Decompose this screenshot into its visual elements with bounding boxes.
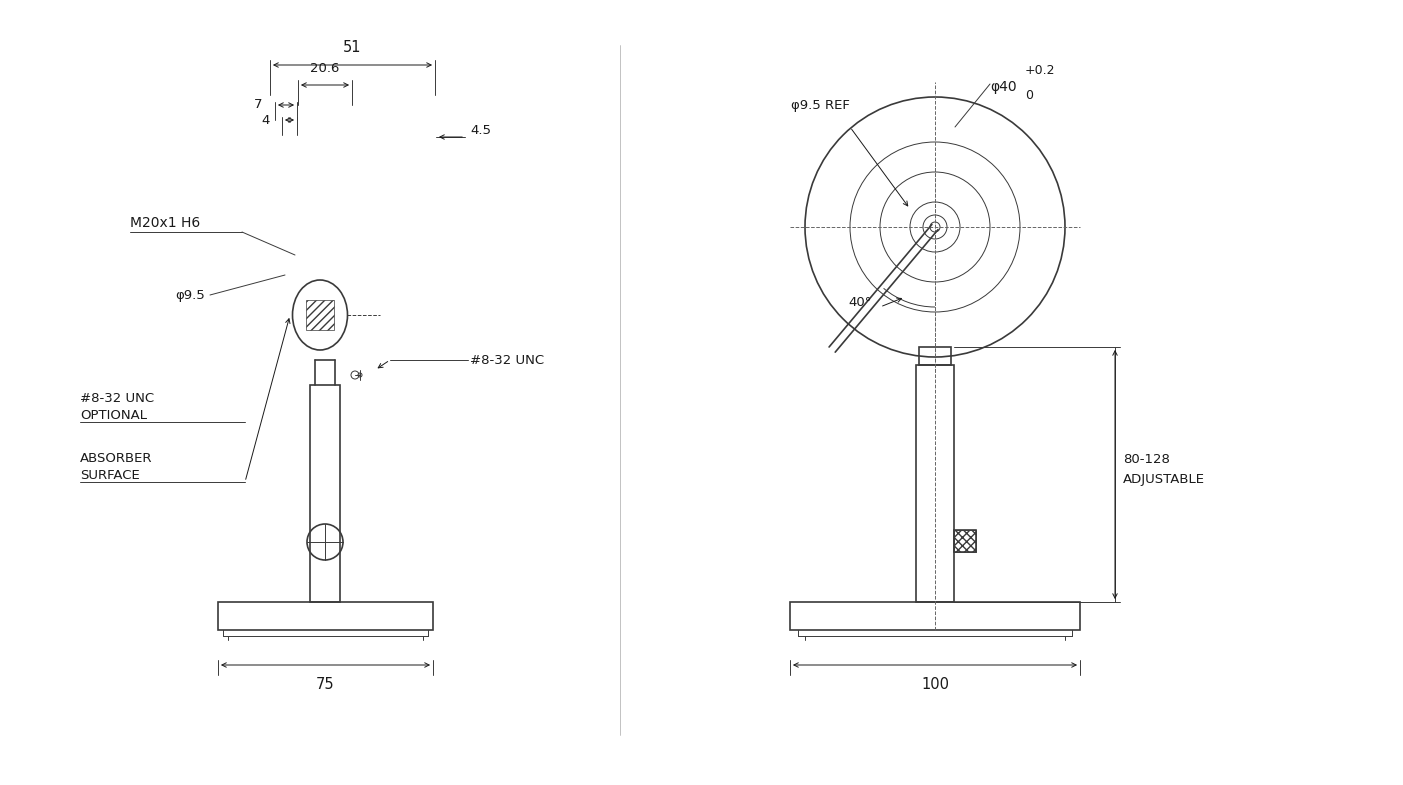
Text: φ9.5: φ9.5 — [175, 289, 205, 301]
Text: φ40: φ40 — [991, 80, 1017, 94]
Text: 51: 51 — [342, 40, 361, 55]
Text: #8-32 UNC: #8-32 UNC — [470, 353, 544, 367]
Bar — [310, 385, 340, 602]
Bar — [306, 300, 334, 330]
Text: OPTIONAL: OPTIONAL — [80, 409, 147, 422]
Text: 7: 7 — [254, 98, 262, 111]
Ellipse shape — [292, 280, 348, 350]
Bar — [790, 602, 1080, 630]
Text: 75: 75 — [316, 677, 335, 692]
Text: 4: 4 — [261, 114, 269, 126]
Text: 100: 100 — [920, 677, 948, 692]
Text: φ9.5 REF: φ9.5 REF — [790, 99, 849, 112]
Text: ABSORBER: ABSORBER — [80, 452, 153, 465]
Text: 80-128: 80-128 — [1122, 453, 1170, 466]
Bar — [954, 530, 976, 552]
Bar — [916, 365, 954, 602]
Text: 0: 0 — [1026, 89, 1033, 102]
Text: SURFACE: SURFACE — [80, 469, 140, 482]
Text: ADJUSTABLE: ADJUSTABLE — [1122, 473, 1205, 486]
Bar — [954, 530, 976, 552]
Bar — [919, 347, 951, 365]
Bar — [217, 602, 434, 630]
Text: #8-32 UNC: #8-32 UNC — [80, 392, 154, 405]
Text: M20x1 H6: M20x1 H6 — [130, 216, 201, 230]
Text: 4.5: 4.5 — [470, 123, 491, 137]
Text: 20.6: 20.6 — [310, 62, 340, 75]
Text: +0.2: +0.2 — [1026, 64, 1055, 77]
Text: 40°: 40° — [849, 295, 871, 309]
